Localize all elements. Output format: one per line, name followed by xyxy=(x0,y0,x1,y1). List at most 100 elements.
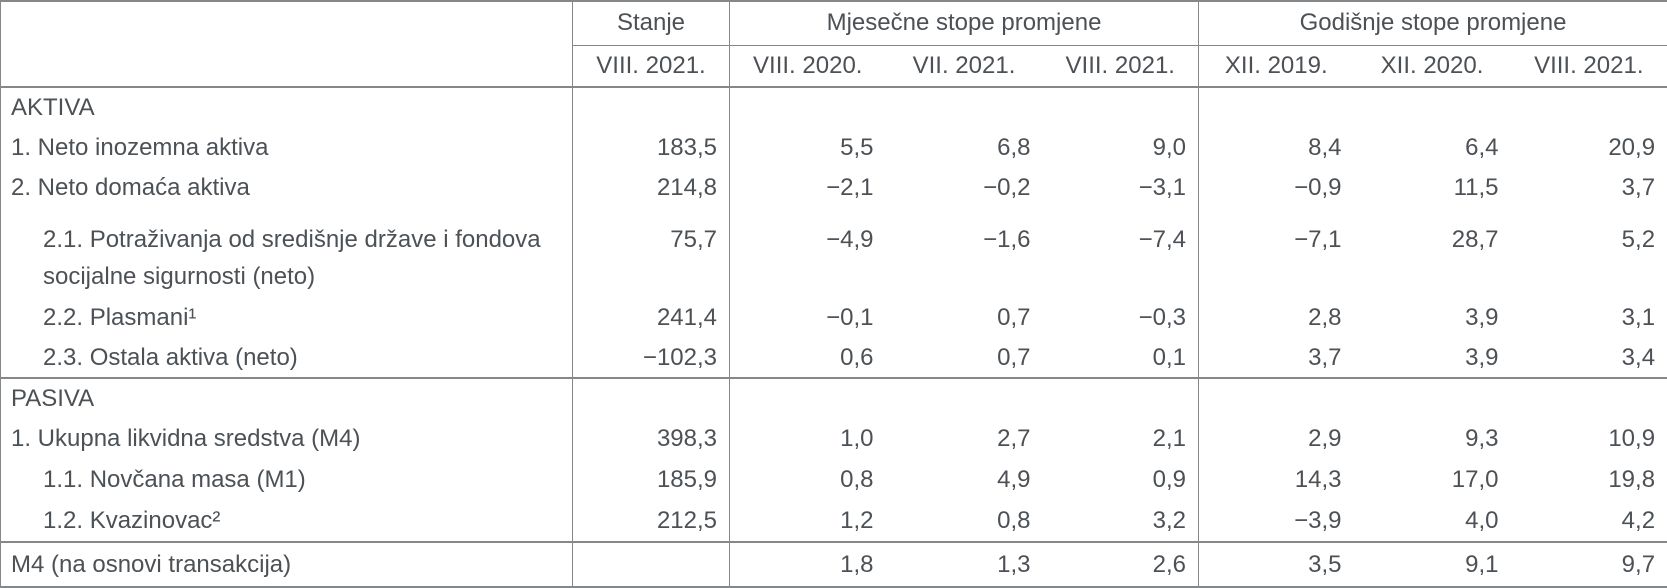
row-label: 1. Neto inozemna aktiva xyxy=(0,127,573,168)
table-row: 1.2. Kvazinovac² 212,5 1,2 0,8 3,2 −3,9 4,0 4,2 xyxy=(0,499,1667,544)
value-cell xyxy=(1354,87,1511,127)
value-cell xyxy=(886,378,1043,418)
value-cell: 9,7 xyxy=(1621,550,1656,578)
value-cell xyxy=(572,542,730,587)
value-cell xyxy=(730,378,886,418)
value-cell: 2,6 xyxy=(1042,542,1200,587)
value-cell xyxy=(1199,87,1354,127)
row-label: 2.3. Ostala aktiva (neto) xyxy=(0,338,573,380)
value-cell: 2,7 xyxy=(997,425,1031,453)
value-cell: 214,8 xyxy=(572,167,730,209)
period-header-stanje: VIII. 2021. xyxy=(572,45,730,88)
row-label: 2.1. Potraživanja od središnje države i … xyxy=(0,208,573,298)
value-cell: 5,2 xyxy=(1621,226,1656,254)
value-cell: 241,4 xyxy=(572,297,730,338)
value-cell: 9,1 xyxy=(1465,550,1499,578)
value-cell: −0,2 xyxy=(983,174,1031,202)
table-body: AKTIVA 1. Neto inozemna aktiva 183,5 5,5 6,8… xyxy=(0,87,1667,587)
value-cell: 0,9 xyxy=(1042,459,1200,500)
value-cell: −1,6 xyxy=(983,226,1031,254)
value-cell: 4,2 xyxy=(1510,499,1667,544)
value-cell: 75,7 xyxy=(572,208,730,298)
value-cell: −102,3 xyxy=(572,338,730,380)
row-label: 2. Neto domaća aktiva xyxy=(0,167,573,209)
period-header-monthly-3: VIII. 2021. xyxy=(1042,45,1200,88)
section-header-row: PASIVA xyxy=(0,378,1667,419)
table-row: 2.2. Plasmani¹ 241,4 −0,1 0,7 −0,3 2,8 3,9 3,1 xyxy=(0,297,1667,338)
row-label: AKTIVA xyxy=(0,87,573,128)
value-cell: 1,2 xyxy=(729,499,886,544)
value-cell: 0,1 xyxy=(1042,338,1200,380)
value-cell: 0,6 xyxy=(729,338,886,380)
value-cell: −3,9 xyxy=(1198,499,1354,544)
period-header-monthly-2: VII. 2021. xyxy=(885,45,1043,88)
table-row: 2.3. Ostala aktiva (neto) −102,3 0,6 0,7 0,1… xyxy=(0,338,1667,380)
value-cell: 6,8 xyxy=(997,133,1031,161)
period-header-annual-1: XII. 2019. xyxy=(1198,45,1354,88)
period-header-monthly-1: VIII. 2020. xyxy=(729,45,886,88)
value-cell: 3,4 xyxy=(1510,338,1667,380)
column-group-stanje: Stanje xyxy=(572,1,730,46)
value-cell: 3,7 xyxy=(1198,338,1354,380)
row-label: 1.2. Kvazinovac² xyxy=(0,499,573,544)
row-label: M4 (na osnovi transakcija) xyxy=(0,542,573,587)
value-cell: 3,9 xyxy=(1353,338,1511,380)
value-cell xyxy=(886,87,1043,127)
value-cell: 4,0 xyxy=(1353,499,1511,544)
value-cell: 0,7 xyxy=(997,303,1031,331)
value-cell: −3,1 xyxy=(1042,167,1200,209)
column-group-monthly: Mjesečne stope promjene xyxy=(729,1,1200,46)
value-cell xyxy=(1511,378,1667,418)
value-cell: −0,9 xyxy=(1294,174,1342,202)
value-cell: 3,9 xyxy=(1465,303,1499,331)
value-cell: 28,7 xyxy=(1451,226,1499,254)
value-cell: −4,9 xyxy=(826,226,874,254)
value-cell: −0,1 xyxy=(826,303,874,331)
total-row: M4 (na osnovi transakcija) 1,8 1,3 2,6 3,5 9,… xyxy=(0,542,1667,587)
row-label: 1. Ukupna likvidna sredstva (M4) xyxy=(0,418,573,460)
value-cell: 3,7 xyxy=(1621,174,1656,202)
value-cell: −2,1 xyxy=(826,174,874,202)
value-cell: 6,4 xyxy=(1465,133,1499,161)
value-cell xyxy=(1042,87,1200,128)
value-cell: 19,8 xyxy=(1608,465,1656,493)
value-cell: 9,3 xyxy=(1465,425,1499,453)
section-header-row: AKTIVA xyxy=(0,87,1667,128)
value-cell: 0,8 xyxy=(840,465,874,493)
value-cell: 1,8 xyxy=(840,550,874,578)
row-label: 1.1. Novčana masa (M1) xyxy=(0,459,573,500)
value-cell: 11,5 xyxy=(1453,174,1499,202)
value-cell: 10,9 xyxy=(1608,425,1656,453)
value-cell: 20,9 xyxy=(1608,133,1656,161)
value-cell xyxy=(1042,378,1200,419)
value-cell: 183,5 xyxy=(572,127,730,168)
value-cell: 0,8 xyxy=(885,499,1043,544)
value-cell: 0,7 xyxy=(885,338,1043,380)
value-cell: 8,4 xyxy=(1308,133,1342,161)
table-row: 2. Neto domaća aktiva 214,8 −2,1 −0,2 −3,1 −0… xyxy=(0,167,1667,209)
period-header-annual-3: VIII. 2021. xyxy=(1510,45,1667,88)
value-cell: 3,1 xyxy=(1621,303,1656,331)
value-cell: 5,5 xyxy=(840,133,874,161)
value-cell: 3,2 xyxy=(1042,499,1200,544)
table-row: 1. Neto inozemna aktiva 183,5 5,5 6,8 9,0 8,4… xyxy=(0,127,1667,168)
value-cell: 1,3 xyxy=(997,550,1031,578)
value-cell: 2,1 xyxy=(1042,418,1200,460)
value-cell xyxy=(1199,378,1354,418)
value-cell xyxy=(572,378,730,419)
value-cell: 2,8 xyxy=(1308,303,1342,331)
corner-cell xyxy=(0,1,573,88)
period-header-annual-2: XII. 2020. xyxy=(1353,45,1511,88)
value-cell: −7,4 xyxy=(1042,208,1200,298)
value-cell: 17,0 xyxy=(1451,465,1499,493)
value-cell: 9,0 xyxy=(1042,127,1200,168)
value-cell: 14,3 xyxy=(1294,465,1342,493)
table-row: 1. Ukupna likvidna sredstva (M4) 398,3 1,0… xyxy=(0,418,1667,460)
row-label: PASIVA xyxy=(0,378,573,419)
row-label: 2.2. Plasmani¹ xyxy=(0,297,573,338)
column-group-annual: Godišnje stope promjene xyxy=(1198,1,1667,46)
value-cell: −0,3 xyxy=(1042,297,1200,338)
value-cell xyxy=(730,87,886,127)
